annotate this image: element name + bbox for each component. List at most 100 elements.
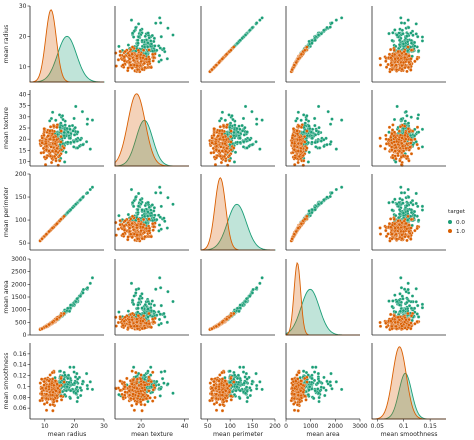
point-1-0-151: [232, 146, 236, 150]
point-0-0-86: [401, 32, 405, 36]
point-0-0-112: [416, 49, 421, 53]
y-tick-label: 50: [19, 240, 27, 247]
point-1-0-132: [139, 52, 143, 57]
point-1-0-163: [296, 141, 301, 146]
point-1-0-179: [136, 217, 141, 221]
point-1-0-153: [46, 134, 50, 138]
y-tick-label: 150: [15, 194, 27, 201]
point-0-0-75: [146, 200, 150, 205]
point-0-0-120: [397, 216, 401, 220]
point-0-0-108: [145, 45, 150, 49]
point-1-0-178: [290, 237, 294, 241]
point-0-0-123: [322, 138, 326, 142]
point-1-0-54: [118, 222, 122, 227]
point-0-0-94: [81, 291, 85, 295]
point-0-0-23: [163, 49, 167, 54]
point-0-0-125: [313, 123, 317, 128]
point-1-0-170: [394, 237, 399, 241]
point-1-0-151: [62, 214, 66, 219]
point-1-0-161: [403, 65, 407, 70]
point-0-0-94: [134, 195, 138, 199]
point-1-0-84: [384, 228, 388, 233]
y-tick-label: 2500: [11, 269, 26, 276]
point-0-0-104: [154, 287, 158, 291]
panel-r3-c2: [200, 259, 275, 336]
point-1-0-152: [140, 67, 144, 72]
point-0-0-115: [146, 41, 150, 45]
point-1-0-177: [384, 142, 389, 146]
point-1-0-177: [384, 65, 389, 69]
point-0-0-51: [416, 35, 420, 39]
point-0-0-104: [402, 191, 407, 195]
point-0-0-39: [393, 28, 397, 32]
point-1-0-153: [216, 134, 220, 138]
panel-r0-c4: [371, 6, 446, 83]
point-0-0-101: [223, 118, 228, 122]
point-0-0-87: [61, 117, 65, 122]
point-0-0-110: [413, 44, 417, 48]
point-1-0-159: [118, 218, 122, 223]
point-1-0-186: [389, 135, 393, 140]
point-0-0-116: [254, 21, 259, 25]
point-0-0-101: [54, 118, 58, 122]
point-0-0-51: [159, 303, 163, 308]
point-1-0-183: [387, 222, 392, 226]
point-0-0-97: [150, 299, 154, 303]
point-1-0-183: [55, 317, 59, 321]
point-1-0-133: [291, 127, 296, 131]
point-1-0-179: [59, 217, 63, 221]
point-0-0-126: [237, 124, 241, 128]
point-1-0-178: [40, 141, 44, 145]
point-1-0-176: [301, 153, 305, 158]
point-1-0-168: [130, 221, 134, 226]
point-1-0-69: [151, 59, 155, 63]
point-1-0-69: [48, 125, 53, 129]
point-1-0-116: [147, 229, 151, 233]
point-1-0-188: [390, 232, 394, 236]
point-1-0-45: [129, 47, 133, 52]
point-0-0-39: [393, 197, 397, 202]
point-1-0-112: [52, 154, 57, 159]
point-1-0-167: [403, 124, 407, 128]
point-0-0-110: [413, 213, 417, 218]
point-0-0-35: [387, 201, 391, 205]
point-1-0-188: [292, 232, 297, 236]
point-1-0-69: [218, 125, 222, 129]
point-0-0-53: [166, 289, 170, 294]
point-0-0-129: [238, 303, 242, 307]
point-1-0-151: [406, 214, 410, 219]
point-1-0-84: [384, 59, 388, 63]
point-0-0-127: [74, 104, 78, 109]
point-1-0-179: [229, 140, 233, 144]
point-1-0-178: [210, 67, 214, 72]
point-0-0-94: [406, 25, 411, 30]
point-0-0-27: [165, 57, 169, 61]
point-1-0-2: [305, 129, 309, 133]
point-1-0-65: [405, 238, 409, 243]
point-1-0-151: [305, 214, 309, 219]
point-0-0-113: [136, 191, 141, 196]
point-0-0-62: [406, 187, 410, 192]
point-0-0-127: [316, 202, 321, 206]
point-1-0-173: [224, 149, 228, 153]
point-0-0-127: [243, 33, 248, 37]
point-0-0-51: [312, 116, 317, 121]
point-0-0-117: [420, 204, 425, 209]
point-1-0-6: [383, 147, 387, 151]
point-0-0-122: [235, 306, 240, 310]
point-1-0-161: [291, 133, 295, 137]
point-0-0-94: [250, 291, 255, 295]
point-1-0-167: [403, 55, 407, 60]
point-1-0-147: [409, 237, 413, 241]
kde-1-0-1: [114, 93, 189, 167]
point-0-0-127: [74, 299, 78, 304]
point-1-0-97: [122, 228, 127, 232]
point-0-0-80: [130, 200, 135, 205]
point-0-0-126: [67, 124, 72, 128]
point-1-0-188: [292, 148, 297, 152]
point-1-0-187: [135, 63, 139, 68]
point-0-0-121: [68, 136, 73, 140]
point-1-0-159: [118, 315, 122, 319]
point-0-0-129: [68, 303, 73, 307]
